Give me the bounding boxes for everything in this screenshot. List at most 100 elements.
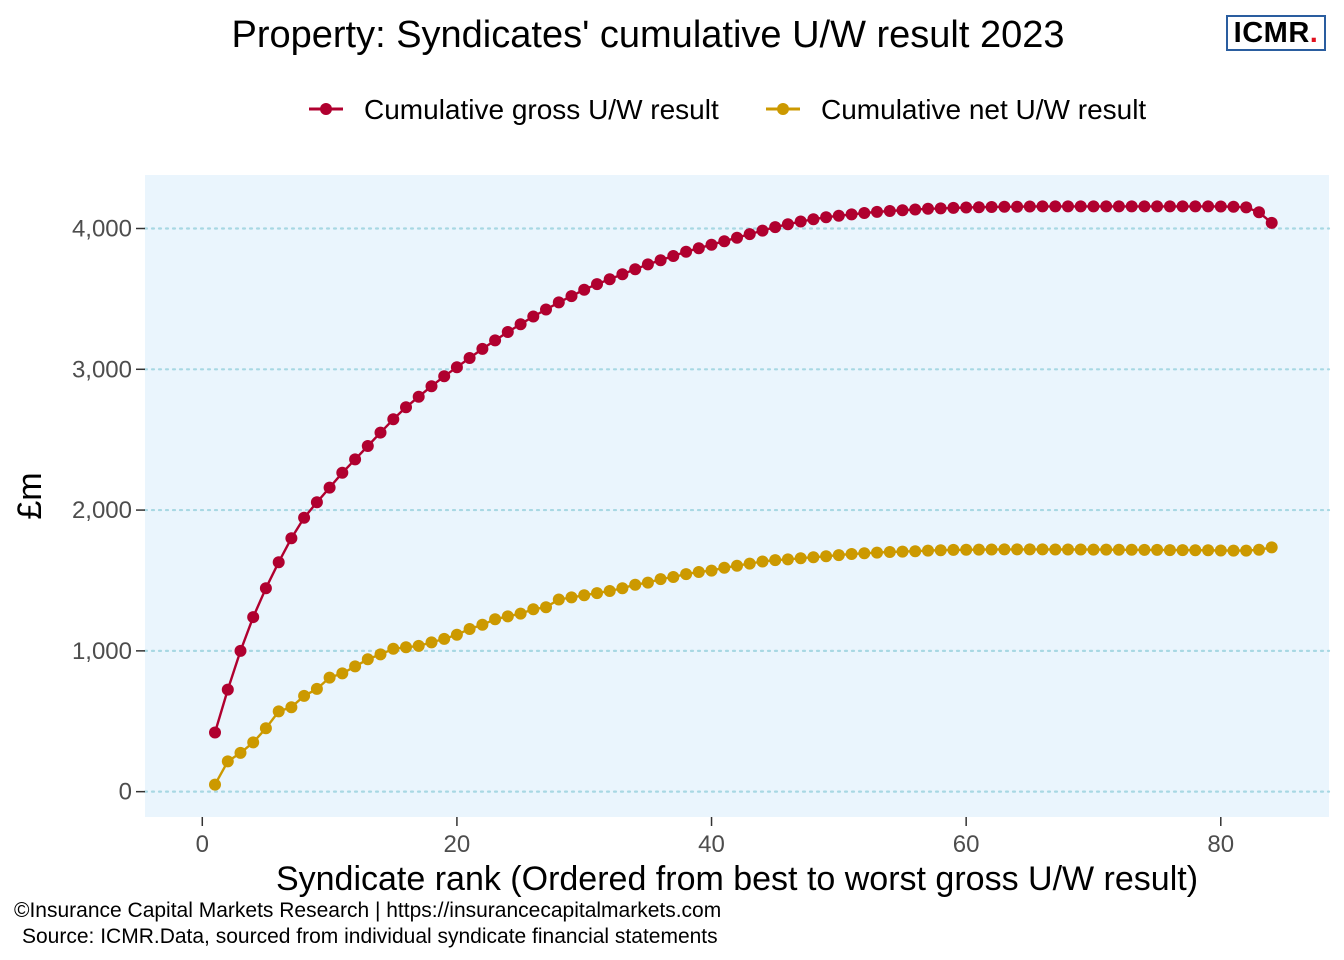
data-point-gross <box>1125 200 1138 213</box>
data-point-net <box>1062 543 1074 556</box>
data-point-gross <box>1227 200 1240 213</box>
data-point-net <box>985 543 998 556</box>
data-point-net <box>1138 543 1151 556</box>
data-point-gross <box>285 532 298 545</box>
data-point-gross <box>1087 200 1100 213</box>
logo-letters: ICMR <box>1233 16 1310 49</box>
data-point-net <box>934 544 947 557</box>
data-point-net <box>616 582 629 595</box>
data-point-net <box>438 632 451 645</box>
data-point-gross <box>934 202 947 215</box>
data-point-net <box>540 601 552 614</box>
x-tick-label: 80 <box>1207 831 1234 858</box>
data-point-net <box>1049 543 1062 556</box>
data-point-gross <box>960 201 973 214</box>
y-tick-label: 0 <box>119 779 132 806</box>
data-point-net <box>692 566 705 578</box>
data-point-net <box>832 549 845 562</box>
data-point-net <box>883 546 896 558</box>
data-point-net <box>731 559 743 572</box>
data-point-gross <box>501 326 514 338</box>
y-tick-label: 1,000 <box>72 638 132 665</box>
data-point-net <box>209 778 221 791</box>
data-point-net <box>1214 544 1227 557</box>
data-point-gross <box>527 310 540 323</box>
data-point-gross <box>858 207 871 219</box>
data-point-net <box>1151 543 1164 556</box>
data-point-net <box>578 589 591 602</box>
data-point-net <box>807 551 820 564</box>
data-point-gross <box>1176 200 1189 213</box>
data-point-gross <box>743 228 756 241</box>
legend: Cumulative gross U/W result Cumulative n… <box>309 94 1146 125</box>
data-point-gross <box>603 273 616 286</box>
data-point-net <box>387 642 400 655</box>
data-point-gross <box>998 200 1011 213</box>
data-point-gross <box>565 290 578 303</box>
data-point-gross <box>909 203 922 216</box>
x-tick-label: 60 <box>953 831 980 858</box>
legend-gross-marker <box>320 103 332 115</box>
data-point-gross <box>1265 216 1278 229</box>
y-axis-title: £m <box>11 472 49 519</box>
chart-title: Property: Syndicates' cumulative U/W res… <box>231 14 1064 56</box>
data-point-gross <box>667 250 680 262</box>
data-point-gross <box>972 201 985 214</box>
data-point-net <box>374 648 387 661</box>
data-point-gross <box>947 201 960 214</box>
data-point-gross <box>1240 201 1253 214</box>
data-point-gross <box>756 224 769 237</box>
data-point-gross <box>578 283 591 296</box>
data-point-net <box>1265 541 1278 554</box>
data-point-gross <box>705 238 718 251</box>
data-point-gross <box>1151 200 1164 213</box>
legend-net-label: Cumulative net U/W result <box>821 94 1146 125</box>
data-point-net <box>234 746 247 759</box>
data-point-gross <box>552 296 565 309</box>
data-point-gross <box>1112 200 1125 213</box>
data-point-gross <box>845 208 858 221</box>
data-point-gross <box>1049 200 1062 213</box>
data-point-net <box>501 610 514 623</box>
data-point-net <box>998 543 1011 556</box>
data-point-gross <box>883 205 896 217</box>
data-point-net <box>1176 544 1189 557</box>
data-point-gross <box>221 683 234 696</box>
data-point-net <box>1253 543 1265 556</box>
legend-item-net: Cumulative net U/W result <box>766 94 1146 125</box>
data-point-gross <box>400 401 412 414</box>
data-point-gross <box>820 211 833 224</box>
data-point-net <box>400 641 412 654</box>
data-point-net <box>1036 543 1049 556</box>
data-point-net <box>272 705 285 718</box>
data-point-net <box>247 736 260 749</box>
data-point-net <box>654 573 667 586</box>
icmr-logo: ICMR. <box>1226 15 1326 51</box>
data-point-net <box>947 543 960 556</box>
data-point-gross <box>476 342 489 355</box>
data-point-net <box>361 653 374 666</box>
logo-text: ICMR. <box>1233 16 1319 49</box>
data-point-net <box>349 660 362 673</box>
data-point-net <box>527 603 540 616</box>
data-point-gross <box>209 726 221 739</box>
data-point-net <box>858 547 871 560</box>
data-point-gross <box>769 221 782 234</box>
data-point-net <box>450 628 463 641</box>
data-point-gross <box>234 644 247 657</box>
data-point-net <box>221 755 234 768</box>
data-point-gross <box>591 278 603 291</box>
data-point-net <box>909 545 922 558</box>
x-tick-label: 40 <box>698 831 725 858</box>
data-point-gross <box>1163 200 1176 213</box>
data-point-gross <box>1062 200 1074 213</box>
data-point-net <box>310 682 323 695</box>
data-point-gross <box>731 231 743 244</box>
data-point-net <box>552 593 565 606</box>
data-point-gross <box>1138 200 1151 213</box>
data-point-net <box>845 548 858 560</box>
data-point-net <box>591 587 603 600</box>
data-point-gross <box>425 380 438 393</box>
data-point-gross <box>1202 200 1215 213</box>
data-point-gross <box>718 235 731 248</box>
